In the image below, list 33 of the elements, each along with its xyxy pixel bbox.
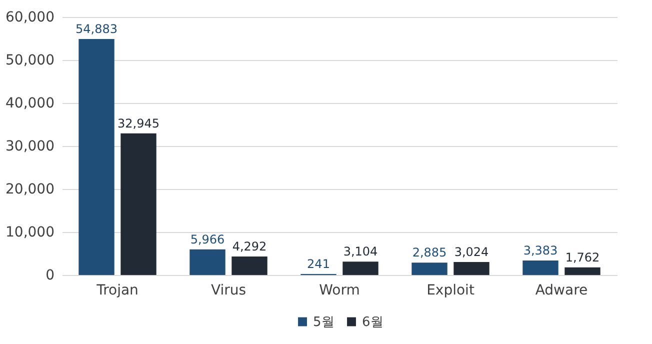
y-tick-label: 0 bbox=[46, 268, 54, 284]
bar bbox=[564, 267, 600, 275]
legend-label: 6월 bbox=[362, 314, 384, 330]
y-tick-label: 50,000 bbox=[6, 52, 54, 68]
data-label: 54,883 bbox=[76, 22, 118, 36]
data-label: 5,966 bbox=[190, 232, 225, 246]
y-tick-label: 60,000 bbox=[6, 10, 54, 26]
y-tick-label: 10,000 bbox=[6, 224, 54, 240]
data-label: 2,885 bbox=[412, 246, 447, 260]
x-tick-label: Virus bbox=[210, 282, 246, 298]
data-label: 4,292 bbox=[232, 240, 267, 254]
bar bbox=[454, 262, 490, 275]
data-label: 32,945 bbox=[118, 116, 160, 130]
data-label: 3,383 bbox=[523, 243, 558, 258]
bar bbox=[342, 262, 378, 275]
data-label: 241 bbox=[307, 256, 330, 271]
data-label: 3,104 bbox=[343, 244, 378, 259]
data-label: 3,024 bbox=[454, 244, 489, 259]
x-tick-label: Worm bbox=[319, 282, 360, 298]
bar bbox=[232, 256, 268, 275]
x-tick-label: Exploit bbox=[426, 282, 475, 298]
y-tick-label: 20,000 bbox=[6, 182, 54, 198]
bar bbox=[412, 262, 448, 275]
y-tick-label: 40,000 bbox=[6, 96, 54, 112]
legend-label: 5월 bbox=[313, 314, 334, 330]
bar bbox=[120, 133, 156, 275]
y-tick-label: 30,000 bbox=[6, 138, 54, 154]
bar bbox=[190, 249, 226, 275]
x-tick-label: Adware bbox=[535, 282, 588, 298]
x-tick-label: Trojan bbox=[96, 282, 138, 298]
bar bbox=[78, 39, 114, 275]
bar bbox=[522, 260, 558, 275]
data-label: 1,762 bbox=[565, 250, 600, 264]
